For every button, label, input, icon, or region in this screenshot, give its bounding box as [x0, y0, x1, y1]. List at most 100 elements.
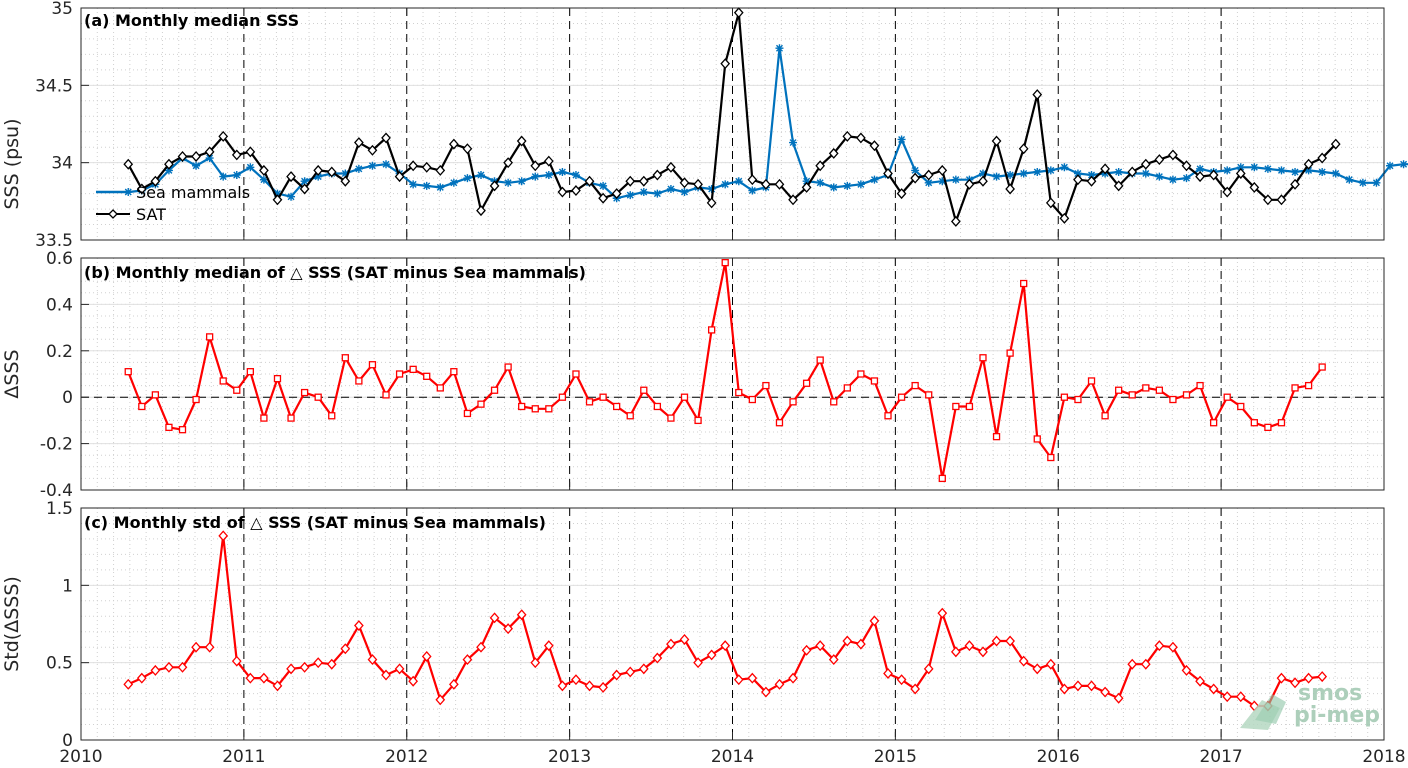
data-point: [774, 678, 785, 690]
legend-sat-marker: [108, 209, 118, 219]
data-point: [1318, 363, 1326, 371]
data-point: [558, 167, 567, 176]
data-point: [354, 164, 363, 173]
data-point: [245, 146, 256, 158]
data-point: [856, 132, 866, 144]
data-point: [1303, 158, 1314, 170]
data-point: [585, 398, 594, 406]
data-point: [503, 623, 513, 635]
data-point: [1086, 175, 1097, 187]
data-point: [952, 402, 960, 411]
data-point: [896, 674, 907, 686]
data-point: [1100, 163, 1110, 175]
data-point: [287, 414, 295, 422]
data-point: [299, 661, 310, 673]
data-point: [991, 135, 1002, 147]
legend-sat-label: SAT: [136, 205, 166, 224]
data-point: [340, 643, 351, 655]
data-point: [340, 175, 351, 187]
data-point: [978, 175, 988, 187]
y-tick-label: 0.5: [46, 654, 73, 674]
data-point: [735, 388, 743, 397]
data-point: [436, 183, 445, 192]
data-point: [421, 651, 432, 662]
data-point: [219, 172, 228, 181]
data-point: [1358, 178, 1367, 187]
data-point: [1264, 423, 1272, 432]
data-point: [1006, 349, 1014, 357]
data-point: [1086, 680, 1097, 692]
data-point: [802, 177, 811, 186]
data-point: [666, 638, 676, 650]
data-point: [1045, 658, 1056, 670]
data-point: [856, 180, 865, 189]
data-point: [409, 180, 418, 189]
data-point: [599, 393, 607, 401]
data-point: [1074, 395, 1082, 404]
data-point: [177, 661, 188, 673]
data-point: [829, 183, 838, 192]
data-point: [448, 678, 459, 690]
data-point: [286, 663, 296, 675]
data-point: [435, 694, 446, 706]
data-point: [1330, 138, 1341, 150]
data-point: [231, 655, 242, 667]
data-point: [191, 641, 201, 653]
data-point: [246, 163, 255, 172]
panel-a: (a) Monthly median SSS SSS (psu) 33.5 34 3…: [1, 0, 1408, 251]
data-point: [733, 674, 744, 686]
data-point: [1087, 377, 1096, 385]
data-point: [259, 672, 269, 684]
data-point: [1196, 381, 1204, 390]
data-point: [326, 166, 337, 178]
data-point: [1019, 169, 1028, 178]
data-point: [286, 171, 296, 183]
data-point: [436, 384, 444, 392]
data-point: [1115, 386, 1123, 394]
data-point: [897, 393, 906, 401]
x-tick-label: 2012: [385, 747, 428, 767]
data-point: [652, 169, 663, 181]
data-point: [423, 372, 431, 380]
data-point: [1250, 419, 1258, 427]
data-point: [408, 675, 419, 687]
data-point: [164, 661, 174, 673]
data-point: [530, 160, 541, 172]
logo-shape-2: [1255, 694, 1286, 724]
data-point: [382, 391, 390, 399]
data-point: [1195, 675, 1205, 687]
data-point: [1263, 164, 1272, 173]
data-point: [964, 178, 975, 190]
data-point: [991, 635, 1002, 647]
data-point: [801, 644, 812, 656]
data-point: [802, 379, 811, 387]
data-point: [164, 158, 174, 170]
data-point: [571, 171, 580, 180]
data-point: [639, 188, 648, 197]
data-point: [138, 402, 146, 411]
y-tick-label: 1: [62, 576, 73, 596]
data-point: [789, 138, 798, 147]
data-point: [381, 669, 391, 681]
data-point: [1182, 174, 1191, 183]
data-point: [571, 185, 581, 196]
data-point: [815, 160, 826, 172]
data-point: [1128, 391, 1136, 399]
data-point: [1168, 149, 1178, 161]
data-point: [925, 391, 933, 399]
data-point: [450, 368, 458, 376]
data-point: [679, 633, 690, 645]
data-point: [734, 177, 743, 186]
data-point: [341, 354, 349, 362]
data-point: [1005, 183, 1015, 195]
series-delta: [124, 258, 1326, 483]
data-point: [1101, 412, 1109, 420]
data-point: [870, 377, 879, 385]
data-point: [1154, 154, 1165, 166]
data-point: [287, 192, 296, 201]
data-point: [869, 140, 880, 152]
data-point: [1087, 171, 1096, 180]
data-point: [870, 175, 879, 184]
series-delta: [123, 530, 1328, 712]
axes-box: [80, 507, 1385, 741]
